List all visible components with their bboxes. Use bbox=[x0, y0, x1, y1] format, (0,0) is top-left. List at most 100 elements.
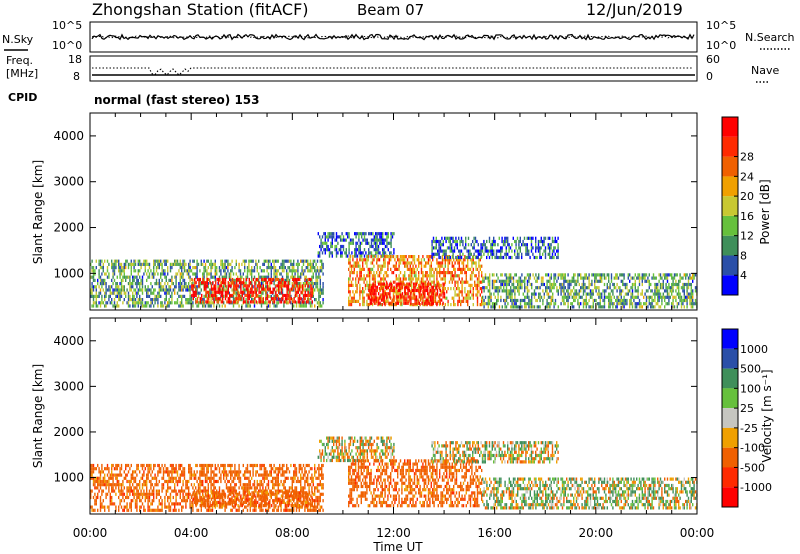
power-cell bbox=[189, 288, 191, 292]
velocity-cell bbox=[137, 495, 139, 500]
velocity-cell bbox=[130, 476, 132, 480]
power-cell bbox=[249, 294, 251, 298]
power-cell bbox=[411, 261, 413, 265]
power-cell bbox=[369, 287, 371, 291]
power-cell bbox=[297, 290, 299, 294]
power-cell bbox=[318, 275, 320, 279]
velocity-cell bbox=[144, 483, 146, 487]
power-cell bbox=[298, 282, 300, 286]
power-cell bbox=[456, 246, 458, 250]
power-cell bbox=[379, 238, 381, 242]
power-cell bbox=[274, 269, 277, 273]
velocity-cell bbox=[158, 489, 160, 493]
power-cell bbox=[419, 303, 421, 307]
power-cell bbox=[122, 288, 124, 292]
power-cell bbox=[610, 273, 613, 277]
velocity-cell bbox=[168, 495, 170, 500]
power-cell bbox=[139, 301, 141, 305]
velocity-cell bbox=[165, 489, 167, 493]
power-cell bbox=[319, 304, 321, 308]
power-cell bbox=[247, 300, 249, 304]
power-cell bbox=[319, 301, 321, 305]
power-cell bbox=[321, 266, 323, 270]
power-cell bbox=[666, 289, 669, 293]
power-cell bbox=[386, 292, 388, 296]
power-cell bbox=[528, 249, 530, 253]
velocity-cell bbox=[132, 489, 134, 493]
power-cell bbox=[210, 275, 212, 279]
power-cell bbox=[379, 241, 381, 245]
power-cell bbox=[494, 305, 496, 309]
power-cell bbox=[157, 259, 159, 263]
velocity-cell bbox=[95, 495, 97, 500]
power-cell bbox=[560, 282, 562, 287]
velocity-cell bbox=[157, 470, 159, 474]
power-cell bbox=[478, 271, 480, 275]
power-cell bbox=[238, 262, 240, 266]
power-cell bbox=[287, 259, 289, 263]
velocity-cell bbox=[167, 467, 169, 471]
velocity-cell bbox=[90, 473, 92, 477]
power-cell bbox=[442, 288, 444, 293]
velocity-cell bbox=[123, 492, 125, 496]
velocity-cell bbox=[109, 473, 111, 477]
power-cell bbox=[564, 273, 566, 277]
power-cell bbox=[165, 291, 167, 295]
power-cell bbox=[451, 280, 453, 284]
velocity-cell bbox=[92, 463, 95, 468]
power-cell bbox=[477, 243, 479, 247]
power-cell bbox=[285, 293, 287, 298]
power-cell bbox=[439, 301, 441, 305]
velocity-cell bbox=[136, 463, 138, 468]
power-cell bbox=[436, 280, 438, 284]
power-cell bbox=[300, 275, 302, 279]
velocity-cell bbox=[134, 486, 137, 490]
power-cell bbox=[358, 235, 360, 239]
power-cell bbox=[382, 298, 384, 302]
power-cell bbox=[585, 302, 587, 306]
power-cell bbox=[383, 248, 385, 252]
power-cell bbox=[518, 255, 520, 260]
power-cell bbox=[539, 298, 541, 303]
power-cell bbox=[297, 275, 299, 279]
power-cell bbox=[233, 284, 235, 288]
power-cell bbox=[307, 300, 309, 304]
power-cell bbox=[140, 262, 142, 266]
power-cell bbox=[501, 279, 503, 283]
power-cell bbox=[369, 296, 371, 300]
power-cell bbox=[231, 269, 233, 273]
power-cell bbox=[316, 278, 319, 282]
power-cell bbox=[281, 282, 284, 286]
power-cell bbox=[402, 255, 404, 259]
power-cell bbox=[450, 287, 452, 291]
power-cell bbox=[356, 261, 358, 265]
power-cell bbox=[384, 299, 386, 303]
power-cell bbox=[442, 301, 444, 305]
power-cell bbox=[683, 305, 685, 309]
power-cell bbox=[451, 246, 453, 250]
power-cell bbox=[557, 246, 559, 250]
power-cell bbox=[531, 302, 533, 306]
power-cell bbox=[234, 297, 236, 301]
power-cell bbox=[112, 304, 114, 308]
velocity-cell bbox=[116, 463, 118, 468]
power-cell bbox=[186, 285, 188, 289]
power-cell bbox=[538, 286, 540, 290]
power-cell bbox=[331, 238, 333, 242]
power-cell bbox=[366, 283, 368, 287]
velocity-cell bbox=[169, 492, 172, 496]
power-cell bbox=[624, 286, 627, 290]
power-cell bbox=[299, 293, 301, 298]
power-cell bbox=[300, 259, 302, 263]
power-cell bbox=[308, 301, 310, 305]
power-cell bbox=[250, 300, 252, 304]
power-cell bbox=[275, 290, 277, 294]
power-cell bbox=[647, 295, 649, 299]
power-cell bbox=[456, 255, 458, 260]
power-cell bbox=[181, 285, 183, 289]
power-cell bbox=[371, 301, 373, 305]
power-cell bbox=[693, 302, 695, 306]
power-cell bbox=[443, 258, 445, 262]
power-cell bbox=[174, 285, 176, 289]
power-cell bbox=[179, 278, 181, 282]
